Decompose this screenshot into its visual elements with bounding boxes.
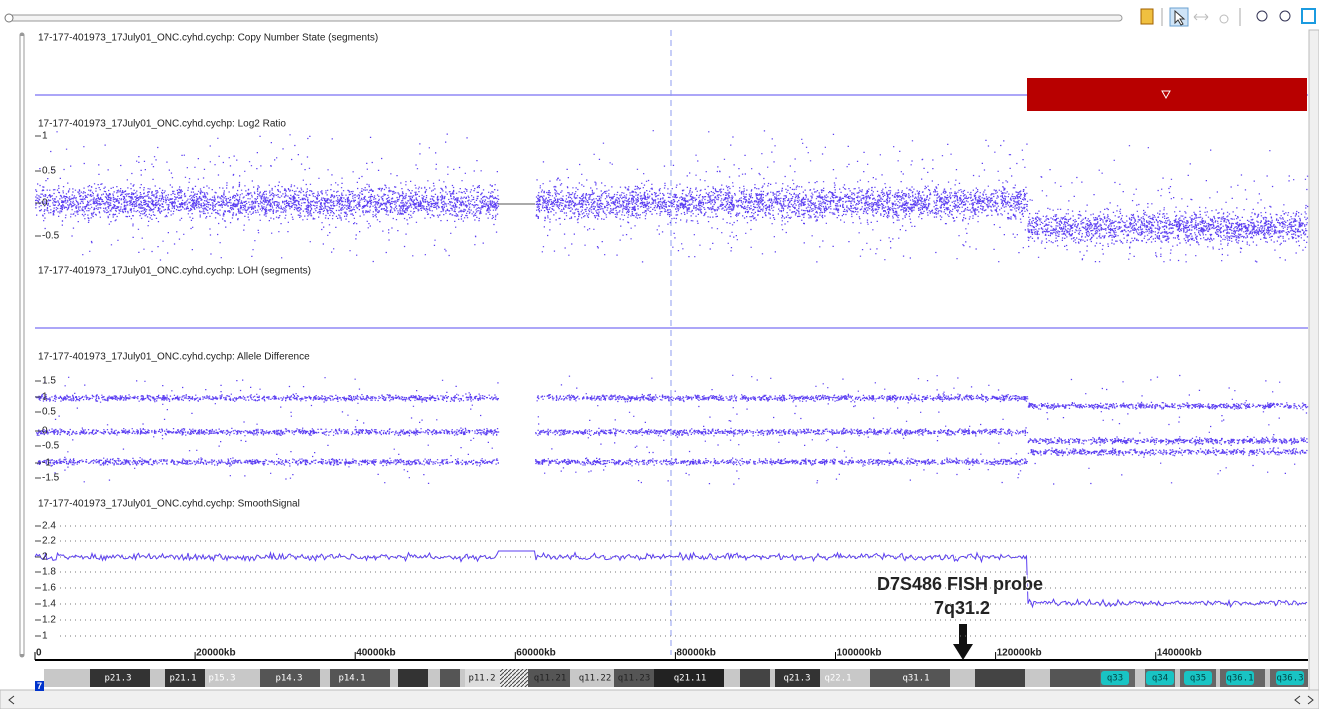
y-tick-label: 1.8 xyxy=(42,567,56,578)
chromosome-band xyxy=(870,669,950,687)
band-label: q21.3 xyxy=(783,674,810,684)
zoom-out[interactable] xyxy=(1256,10,1268,22)
band-label: p14.1 xyxy=(338,674,365,684)
band-label: p15.3 xyxy=(208,674,235,684)
band-highlight xyxy=(1146,671,1174,685)
chromosome-band xyxy=(260,669,320,687)
x-tick-label: 100000kb xyxy=(837,648,882,659)
pointer-icon xyxy=(1174,9,1186,26)
band-label: q35 xyxy=(1190,674,1206,684)
y-tick-label: 2.4 xyxy=(42,521,56,532)
measure-tool[interactable] xyxy=(1219,14,1229,24)
chromosome-band xyxy=(654,669,724,687)
band-label: q31.1 xyxy=(902,674,929,684)
pan-tool[interactable] xyxy=(1193,13,1209,21)
track-title: 17-177-401973_17July01_ONC.cyhd.cychp: L… xyxy=(38,119,286,130)
chromosome-band xyxy=(440,669,460,687)
x-tick-label: 20000kb xyxy=(196,648,235,659)
y-tick-label: 2.2 xyxy=(42,536,56,547)
annotation-line: D7S486 FISH probe xyxy=(877,574,1043,594)
band-label: q11.22 xyxy=(579,674,612,684)
y-tick-label: 1 xyxy=(42,392,48,403)
horizontal-scrollbar[interactable] xyxy=(0,689,1319,709)
chromosome-band xyxy=(330,669,390,687)
chromosome-band xyxy=(614,669,654,687)
chromosome-band xyxy=(398,669,428,687)
scroll-arrows[interactable] xyxy=(1294,695,1314,705)
y-tick-label: 1.6 xyxy=(42,583,56,594)
band-label: q36.1 xyxy=(1226,674,1253,684)
band-label: p21.3 xyxy=(104,674,131,684)
band-label: q11.21 xyxy=(534,674,567,684)
chromosome-band xyxy=(165,669,205,687)
band-label: p21.1 xyxy=(169,674,196,684)
y-tick-label: 1 xyxy=(42,131,48,142)
y-tick-label: -0.5 xyxy=(42,231,60,242)
y-tick-label: -1 xyxy=(42,458,51,469)
track-title: 17-177-401973_17July01_ONC.cyhd.cychp: S… xyxy=(38,499,300,510)
chromosome-band xyxy=(500,669,528,687)
smooth-signal-line xyxy=(34,550,1308,609)
y-tick-label: 1.5 xyxy=(42,376,56,387)
y-tick-label: 1.4 xyxy=(42,599,56,610)
y-tick-label: 1 xyxy=(42,631,48,642)
annotation-arrow xyxy=(953,624,973,660)
y-tick-label: 0.5 xyxy=(42,166,56,177)
chromosome-band xyxy=(90,669,150,687)
chromosome-badge xyxy=(35,681,44,691)
track-title: 17-177-401973_17July01_ONC.cyhd.cychp: A… xyxy=(38,352,310,363)
band-highlight xyxy=(1184,671,1212,685)
vertical-scrollbar[interactable] xyxy=(1308,29,1319,691)
band-label: q36.3 xyxy=(1276,674,1303,684)
band-label: q33 xyxy=(1107,674,1123,684)
band-highlight xyxy=(1226,671,1254,685)
x-tick-label: 140000kb xyxy=(1157,648,1202,659)
scroll-left[interactable] xyxy=(8,695,15,705)
tool-icon[interactable] xyxy=(1140,8,1154,25)
zoom-in[interactable] xyxy=(1279,10,1291,22)
band-label: q22.1 xyxy=(824,674,851,684)
track-title: 17-177-401973_17July01_ONC.cyhd.cychp: L… xyxy=(38,266,311,277)
chromosome-band xyxy=(1050,669,1100,687)
annotation-line: 7q31.2 xyxy=(934,598,990,618)
chromosome-band xyxy=(528,669,570,687)
allele-points xyxy=(35,374,1309,485)
y-tick-label: -0.5 xyxy=(42,441,60,452)
band-label: p11.2 xyxy=(468,674,495,684)
x-tick-label: 40000kb xyxy=(356,648,395,659)
slider-knob[interactable] xyxy=(4,13,14,23)
copy-loss-segment[interactable] xyxy=(1027,78,1307,111)
band-label: q21.11 xyxy=(674,674,707,684)
y-tick-label: 1.2 xyxy=(42,615,56,626)
x-tick-label: 80000kb xyxy=(676,648,715,659)
chromosome-band xyxy=(465,669,500,687)
band-label: q34 xyxy=(1152,674,1168,684)
band-label: p14.3 xyxy=(275,674,302,684)
toolbar xyxy=(1140,7,1316,27)
y-tick-label: 0 xyxy=(42,198,48,209)
zoom-slider[interactable] xyxy=(9,14,1123,22)
fit-view[interactable] xyxy=(1301,8,1316,24)
chromosome-number: 7 xyxy=(37,681,42,691)
log2-points xyxy=(35,130,1309,263)
segment-marker xyxy=(1161,90,1171,100)
x-tick-label: 120000kb xyxy=(997,648,1042,659)
ideogram: p21.3 p21.1 p15.3 p14.3 p14.1 p11.2 q11.21 q11.… xyxy=(44,669,1308,687)
y-tick-label: 2 xyxy=(42,552,48,563)
band-highlight xyxy=(1101,671,1129,685)
band-label: q11.23 xyxy=(618,674,651,684)
x-tick-label: 0 xyxy=(36,648,42,659)
track-title: 17-177-401973_17July01_ONC.cyhd.cychp: C… xyxy=(38,33,378,44)
y-tick-label: 0 xyxy=(42,426,48,437)
x-tick-label: 60000kb xyxy=(516,648,555,659)
chromosome-band xyxy=(740,669,770,687)
chromosome-band xyxy=(975,669,1025,687)
chromosome-band xyxy=(775,669,820,687)
signal-points xyxy=(34,130,1309,609)
band-highlight xyxy=(1276,671,1304,685)
y-tick-label: 0.5 xyxy=(42,407,56,418)
y-tick-label: -1.5 xyxy=(42,473,60,484)
